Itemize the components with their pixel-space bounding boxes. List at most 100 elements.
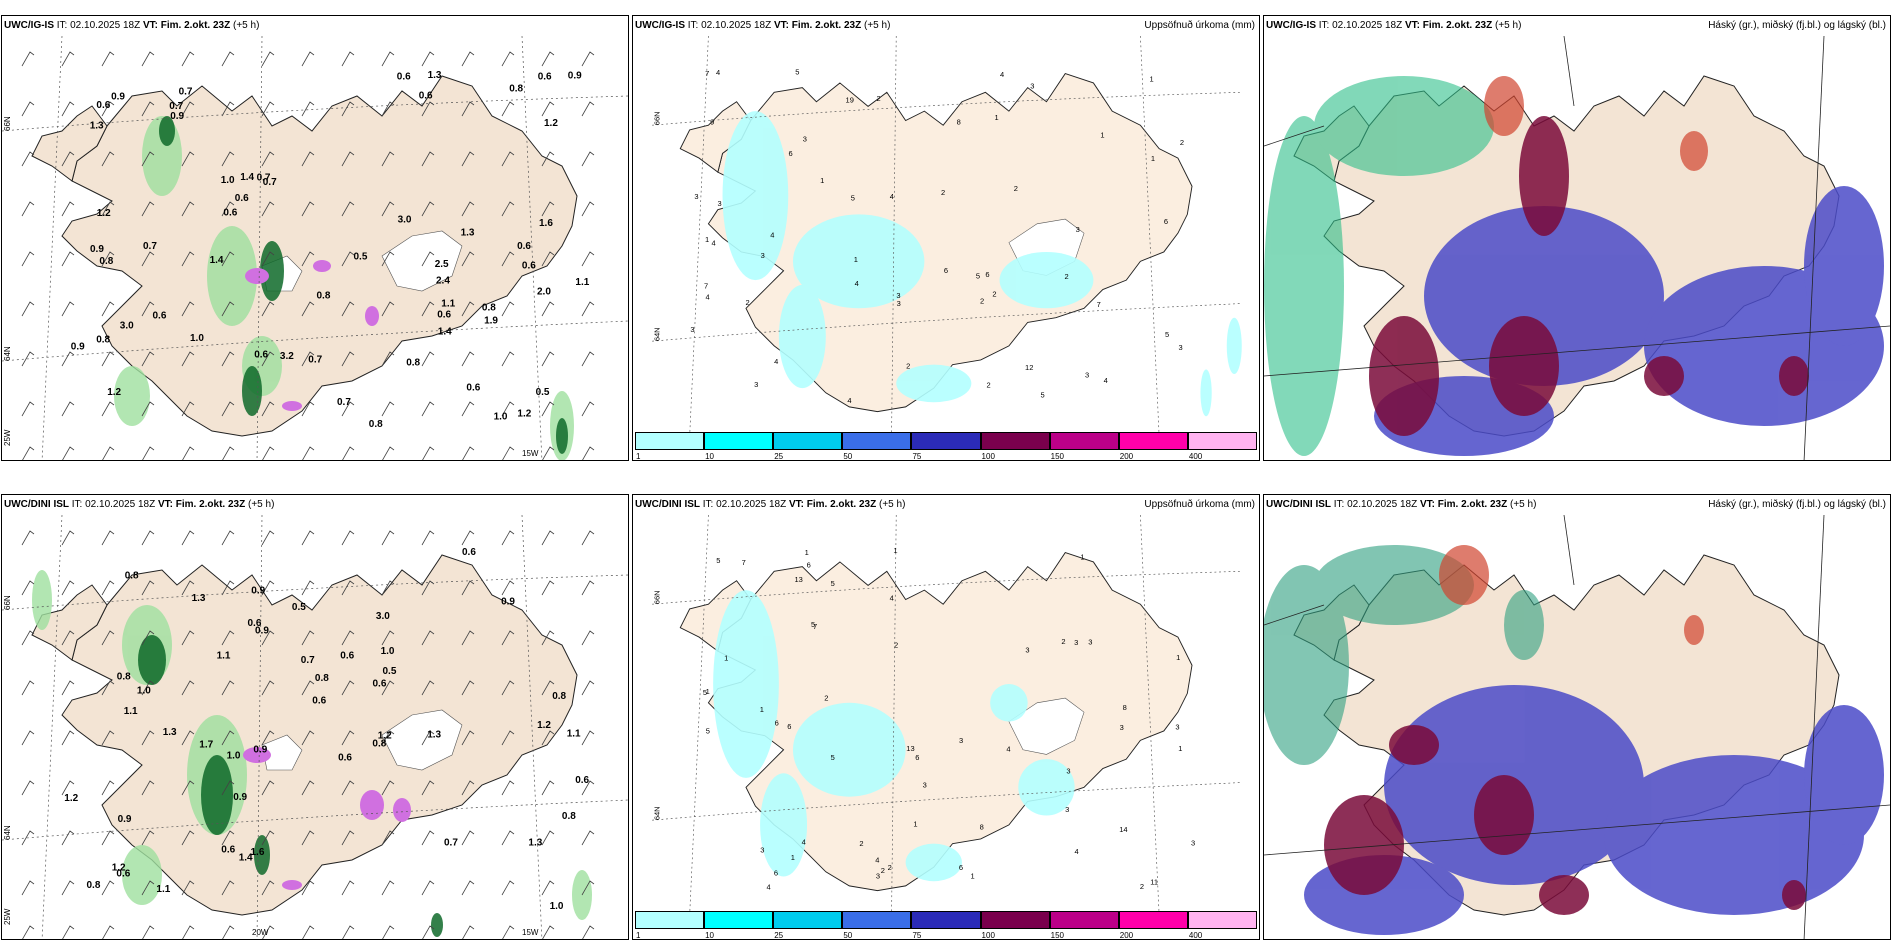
- axis-label-25w: 25W: [3, 908, 12, 925]
- colorbar-tick: 75: [912, 452, 922, 461]
- axis-label-66n: 66N: [3, 595, 12, 610]
- value-label: 1: [1149, 75, 1153, 84]
- colorbar-tick: 200: [1119, 931, 1134, 940]
- value-label: 3.0: [120, 321, 134, 332]
- value-label: 3: [1076, 225, 1080, 234]
- value-label: 3: [761, 251, 765, 260]
- colorbar-tick: 400: [1188, 931, 1203, 940]
- value-label: 1.3: [461, 228, 475, 239]
- value-label: 1.3: [427, 729, 441, 740]
- high-cloud-red: [1439, 545, 1704, 645]
- value-label: 19: [846, 95, 854, 104]
- value-label: 3.0: [376, 611, 390, 622]
- value-label: 6: [915, 753, 919, 762]
- value-label: 1.2: [544, 118, 558, 129]
- colorbar-swatch: [773, 432, 843, 450]
- colorbar-swatch: [842, 432, 912, 450]
- value-label: 0.7: [444, 838, 458, 849]
- value-label: 4: [712, 238, 716, 247]
- value-label: 4: [1074, 847, 1078, 856]
- value-label: 0.8: [315, 673, 329, 684]
- value-label: 1.4: [438, 327, 452, 338]
- value-label: 5: [795, 67, 799, 76]
- value-label: 8: [1123, 703, 1127, 712]
- value-label: 1: [1176, 653, 1180, 662]
- value-label: 2: [859, 839, 863, 848]
- value-label: 0.7: [301, 655, 315, 666]
- map-canvas[interactable]: 66N 64N 2 3 1 2 1 4 3 6 5 2 4 3 2 3 7 5 2 4 4 6 7 5 3 3 7 4 12 4 3 3 6…: [633, 36, 1259, 436]
- value-label: 1.3: [528, 837, 542, 848]
- map-canvas[interactable]: 66N 64N 1 1 2 3 1 4 3 5 5 6 1 1 1 2 1 3 5 4 5 6 6 3 4 4 4 3 13 8 14 6…: [633, 515, 1259, 915]
- value-label: 1.2: [97, 208, 111, 219]
- value-label: 1.2: [378, 731, 392, 742]
- value-label: 5: [976, 272, 980, 281]
- value-label: 4: [1000, 70, 1004, 79]
- value-label: 0.6: [373, 679, 387, 690]
- panel-header: UWC/IG-IS IT: 02.10.2025 18Z VT: Fim. 2.…: [635, 20, 891, 31]
- axis-label-66n: 66N: [653, 590, 662, 604]
- value-label: 1.3: [428, 70, 442, 81]
- colorbar-swatch: [635, 911, 705, 929]
- value-label: 1.2: [64, 793, 78, 804]
- colorbar-tick: 200: [1119, 452, 1134, 461]
- value-label: 5: [703, 688, 707, 697]
- value-label: 3: [1178, 343, 1182, 352]
- value-label: 11: [1150, 877, 1158, 886]
- value-label: 4: [774, 357, 778, 366]
- value-label: 0.8: [125, 570, 139, 581]
- value-label: 1.1: [217, 651, 231, 662]
- value-label: 0.6: [466, 383, 480, 394]
- value-label: 2: [980, 296, 984, 305]
- value-label: 0.9: [71, 341, 85, 352]
- value-label: 0.6: [538, 71, 552, 82]
- map-canvas[interactable]: [1264, 36, 1890, 460]
- axis-label-64n: 64N: [653, 806, 662, 820]
- value-label: 0.6: [223, 207, 237, 218]
- value-label: 0.7: [263, 177, 277, 188]
- value-label: 0.7: [169, 101, 183, 112]
- map-canvas[interactable]: [1264, 515, 1890, 939]
- colorbar-swatch: [1118, 911, 1188, 929]
- colorbar-tick: 50: [843, 452, 853, 461]
- high-cloud-red: [1484, 76, 1708, 171]
- value-label: 1.0: [550, 901, 564, 912]
- value-label: 1: [705, 235, 709, 244]
- snow-convective: [243, 747, 411, 890]
- value-label: 0.8: [552, 691, 566, 702]
- value-label: 2: [1180, 138, 1184, 147]
- colorbar-swatch: [980, 911, 1050, 929]
- value-label: 1.1: [567, 729, 581, 740]
- value-label: 6: [959, 863, 963, 872]
- value-label: 1.2: [112, 862, 126, 873]
- value-label: 0.7: [257, 173, 271, 184]
- value-label: 0.6: [517, 241, 531, 252]
- value-label: 13: [794, 575, 802, 584]
- value-label: 1.1: [575, 277, 589, 288]
- colorbar-tick: 1: [636, 452, 641, 461]
- value-label: 7: [813, 622, 817, 631]
- value-label: 0.8: [562, 811, 576, 822]
- panel-header: UWC/DINI ISL IT: 02.10.2025 18Z VT: Fim.…: [4, 499, 275, 510]
- value-label: 0.8: [482, 302, 496, 313]
- value-label: 1: [706, 687, 710, 696]
- value-label: 0.9: [255, 626, 269, 637]
- value-label: 2: [941, 188, 945, 197]
- value-label: 3.2: [280, 351, 294, 362]
- value-label: 1.9: [484, 316, 498, 327]
- map-canvas[interactable]: 66N 64N 25W 15W 20W 0.6 0.9 0.7 1.1 0.8 0.6 0.…: [2, 515, 628, 939]
- value-label: 1.0: [381, 646, 395, 657]
- value-label: 0.8: [372, 739, 386, 750]
- high-cloud: [1264, 545, 1544, 765]
- value-label: 1.3: [192, 593, 206, 604]
- value-label: 0.9: [233, 792, 247, 803]
- value-label: 0.8: [87, 880, 101, 891]
- panel-accum-precip-igis: UWC/IG-IS IT: 02.10.2025 18Z VT: Fim. 2.…: [632, 15, 1260, 461]
- map-canvas[interactable]: 66N 64N 25W 15W 2.4 0.6 1.2 0.7 0.7 0.6 0.8 0.6…: [2, 36, 628, 460]
- value-label: 0.6: [437, 310, 451, 321]
- value-label: 1: [760, 705, 764, 714]
- panel-header: UWC/IG-IS IT: 02.10.2025 18Z VT: Fim. 2.…: [1266, 20, 1522, 31]
- value-label: 1.0: [221, 175, 235, 186]
- colorbar-swatch: [980, 432, 1050, 450]
- value-label: 12: [1025, 363, 1033, 372]
